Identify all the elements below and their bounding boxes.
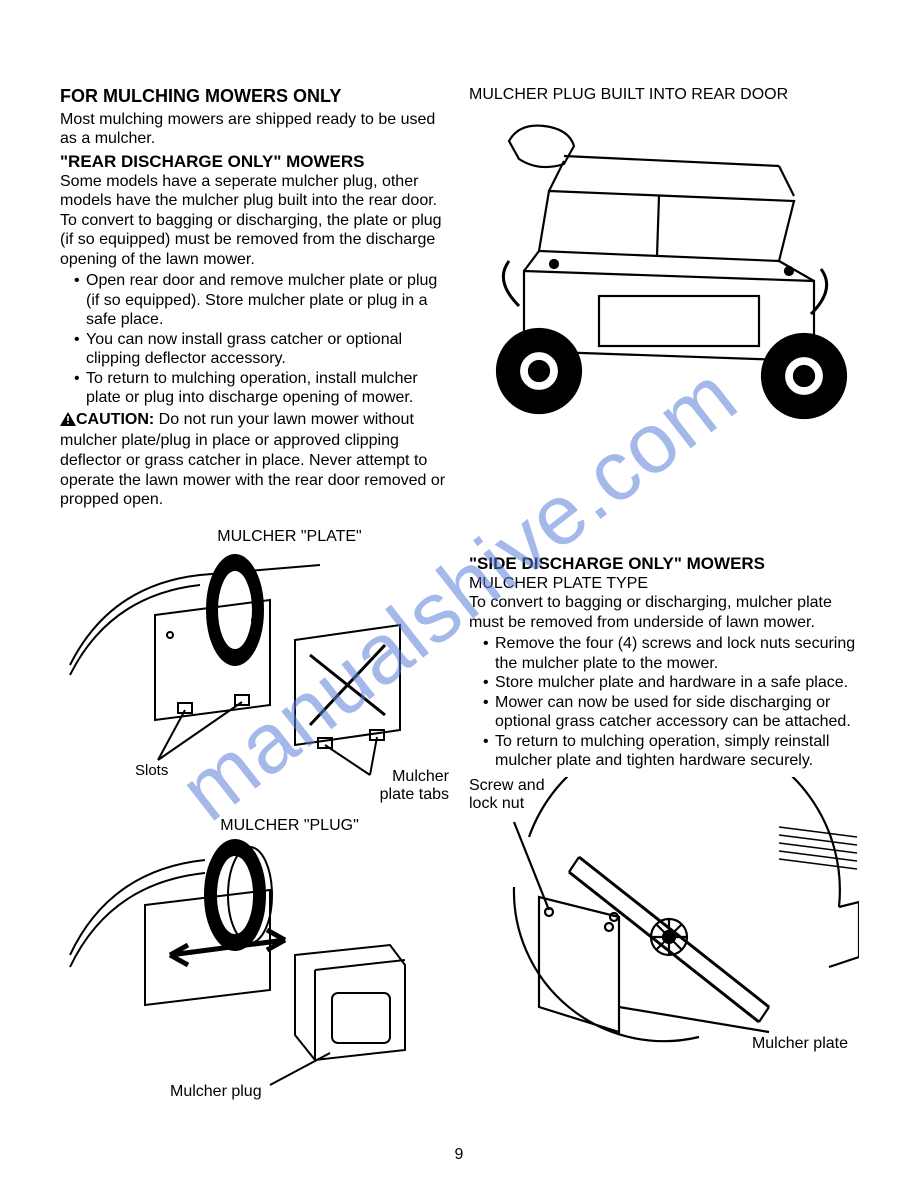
figure-label-mulcher-plate: Mulcher plate: [752, 1035, 848, 1053]
label-slots: Slots: [135, 762, 168, 779]
heading-side-discharge: "SIDE DISCHARGE ONLY" MOWERS: [469, 553, 858, 574]
diagram-mulcher-plate: Slots: [60, 545, 430, 795]
figure-mulcher-plate: MULCHER "PLATE": [60, 528, 449, 796]
caution-block: CAUTION: Do not run your lawn mower with…: [60, 410, 449, 510]
rear-discharge-bullets: Open rear door and remove mulcher plate …: [60, 271, 449, 408]
diagram-underside: [469, 777, 859, 1057]
two-column-layout: FOR MULCHING MOWERS ONLY Most mulching m…: [60, 85, 858, 1095]
figure-caption-plug: MULCHER "PLUG": [130, 817, 449, 835]
diagram-rear-door: [469, 111, 859, 421]
list-item: To return to mulching operation, install…: [74, 369, 449, 408]
figure-mulcher-plug: MULCHER "PLUG": [60, 817, 449, 1095]
left-column: FOR MULCHING MOWERS ONLY Most mulching m…: [60, 85, 449, 1095]
figure-caption-rear-door: MULCHER PLUG BUILT INTO REAR DOOR: [469, 85, 858, 105]
subhead-plate-type: MULCHER PLATE TYPE: [469, 574, 858, 594]
list-item: Open rear door and remove mulcher plate …: [74, 271, 449, 330]
diagram-mulcher-plug: [60, 835, 430, 1095]
heading-rear-discharge: "REAR DISCHARGE ONLY" MOWERS: [60, 151, 449, 172]
list-item: You can now install grass catcher or opt…: [74, 330, 449, 369]
side-discharge-bullets: Remove the four (4) screws and lock nuts…: [469, 634, 858, 771]
caution-label: CAUTION:: [76, 411, 154, 428]
list-item: Remove the four (4) screws and lock nuts…: [483, 634, 858, 673]
page-number: 9: [455, 1146, 464, 1164]
list-item: To return to mulching operation, simply …: [483, 732, 858, 771]
figure-label-tabs: Mulcher plate tabs: [359, 768, 449, 803]
right-column: MULCHER PLUG BUILT INTO REAR DOOR: [469, 85, 858, 1095]
warning-icon: [60, 412, 76, 432]
heading-mulching-only: FOR MULCHING MOWERS ONLY: [60, 85, 449, 108]
list-item: Store mulcher plate and hardware in a sa…: [483, 673, 858, 693]
intro-text: Most mulching mowers are shipped ready t…: [60, 110, 449, 149]
list-item: Mower can now be used for side dischargi…: [483, 693, 858, 732]
figure-label-plug: Mulcher plug: [170, 1083, 262, 1101]
figure-underside: Screw and lock nut: [469, 777, 858, 1057]
side-discharge-para: To convert to bagging or discharging, mu…: [469, 593, 858, 632]
rear-discharge-para: Some models have a seperate mulcher plug…: [60, 172, 449, 270]
figure-label-screw: Screw and lock nut: [469, 777, 549, 812]
figure-caption-plate: MULCHER "PLATE": [130, 528, 449, 546]
spacer: [469, 421, 858, 551]
